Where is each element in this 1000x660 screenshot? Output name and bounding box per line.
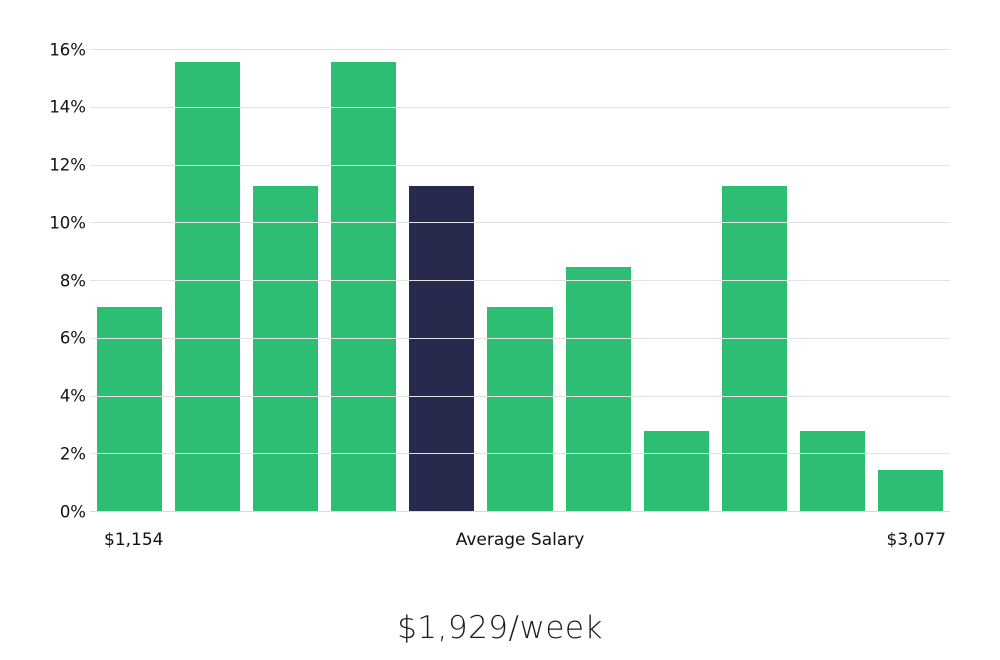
y-tick-label: 6% xyxy=(59,328,86,348)
gridline xyxy=(90,453,950,455)
bar xyxy=(487,307,553,512)
x-axis: $1,154 Average Salary $3,077 xyxy=(90,530,950,554)
y-tick-label: 10% xyxy=(49,213,86,232)
bar-average-highlight xyxy=(409,185,475,512)
gridline xyxy=(90,511,950,512)
bar xyxy=(799,431,865,512)
bar xyxy=(331,61,397,512)
y-tick-label: 8% xyxy=(59,270,86,290)
x-axis-label-average: Average Salary xyxy=(455,530,585,550)
y-tick-label: 16% xyxy=(49,39,86,59)
y-tick-label: 4% xyxy=(59,386,86,406)
average-salary-title: $1,929/week xyxy=(397,610,603,646)
x-axis-label-min: $1,154 xyxy=(104,530,164,550)
bar xyxy=(721,185,787,512)
bar xyxy=(565,266,631,512)
y-tick-label: 12% xyxy=(49,155,86,175)
bar xyxy=(253,185,319,512)
gridline xyxy=(90,164,950,166)
y-tick-label: 0% xyxy=(59,501,86,521)
bar xyxy=(175,61,241,512)
x-axis-label-max: $3,077 xyxy=(886,530,946,550)
gridline xyxy=(90,222,950,224)
plot-area xyxy=(90,49,950,512)
gridline xyxy=(90,337,950,339)
gridline xyxy=(90,395,950,397)
bar xyxy=(97,307,163,512)
y-tick-label: 14% xyxy=(49,97,86,117)
gridline xyxy=(90,49,950,50)
bar xyxy=(877,470,944,512)
gridline xyxy=(90,106,950,108)
y-axis: 0% 2% 4% 6% 8% 10% 12% 14% 16% xyxy=(0,41,86,519)
bar xyxy=(643,431,709,512)
y-tick-label: 2% xyxy=(59,444,86,463)
gridline xyxy=(90,280,950,281)
bars-container xyxy=(90,50,950,512)
